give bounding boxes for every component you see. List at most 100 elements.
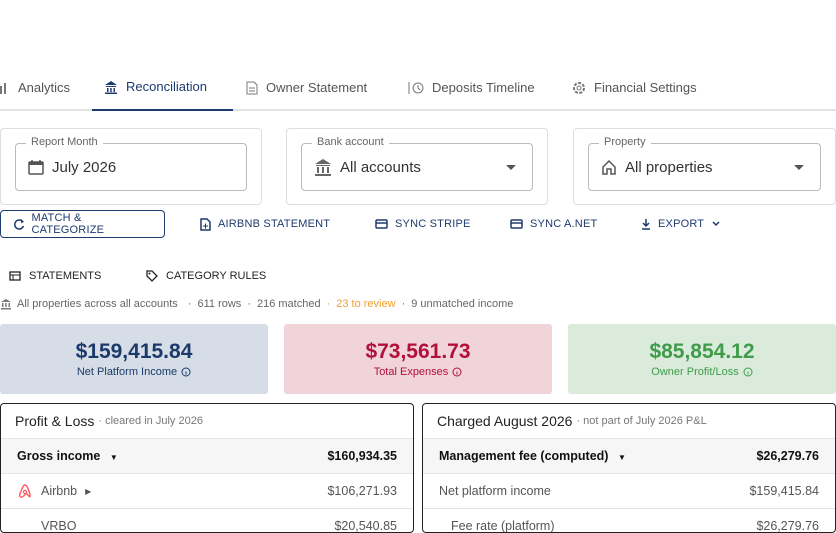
row[interactable]: Management fee (computed) ▼ $26,279.76 <box>423 438 835 473</box>
card-label: Total Expenses <box>373 366 449 378</box>
action-button[interactable]: AIRBNB STATEMENT <box>200 210 330 238</box>
row-value: $160,934.35 <box>327 449 397 463</box>
status-line: All properties across all accounts 611 r… <box>0 296 513 312</box>
panel: Profit & Loss · cleared in July 2026 Gros… <box>0 403 414 533</box>
summary-card: $85,854.12 Owner Profit/Loss <box>568 324 836 394</box>
row[interactable]: Gross income ▼ $160,934.35 <box>1 438 413 473</box>
button-label: MATCH & CATEGORIZE <box>31 212 105 236</box>
tab-label: Owner Statement <box>266 80 368 95</box>
panel-note: · cleared in July 2026 <box>98 415 203 427</box>
field-label: Bank account <box>312 136 389 148</box>
action-button[interactable]: EXPORT <box>641 210 721 238</box>
tab-label: Analytics <box>18 80 71 95</box>
action-button[interactable]: MATCH & CATEGORIZE <box>0 210 165 238</box>
button-label: SYNC STRIPE <box>395 218 471 230</box>
tab[interactable]: Financial Settings <box>572 64 697 111</box>
row: Net platform income $159,415.84 <box>423 473 835 508</box>
field-label: Property <box>599 136 651 148</box>
tab-bar: Analytics Reconciliation Owner Statement… <box>0 64 836 111</box>
info-icon <box>452 367 462 377</box>
status-item: 23 to review <box>321 298 395 310</box>
caret <box>506 165 516 170</box>
tab-label: Financial Settings <box>594 80 697 95</box>
caret <box>794 165 804 170</box>
status-item: 216 matched <box>241 298 321 310</box>
filter-card: Bank account All accounts <box>286 128 548 205</box>
icon <box>602 159 616 175</box>
icon <box>375 218 388 229</box>
row-label: Fee rate (platform) <box>451 519 555 533</box>
row-value: $26,279.76 <box>756 449 819 463</box>
icon <box>246 81 258 94</box>
card-value: $85,854.12 <box>649 340 755 363</box>
select-field[interactable]: Property All properties <box>588 136 821 191</box>
airbnb-icon <box>18 484 31 498</box>
status-item: 9 unmatched income <box>396 298 513 310</box>
field-value: July 2026 <box>52 158 117 176</box>
tab[interactable]: Deposits Timeline <box>408 64 535 111</box>
row-value: $20,540.85 <box>334 519 397 533</box>
icon <box>573 81 585 94</box>
icon <box>14 219 25 230</box>
button-label: AIRBNB STATEMENT <box>218 218 331 230</box>
row: Fee rate (platform) $26,279.76 <box>423 508 835 533</box>
date-field[interactable]: Report Month July 2026 <box>15 136 247 191</box>
tab[interactable]: Owner Statement <box>246 64 367 111</box>
icon <box>200 217 211 231</box>
field-value: All accounts <box>340 158 421 176</box>
summary-card: $159,415.84 Net Platform Income <box>0 324 268 394</box>
row[interactable]: VRBO $20,540.85 <box>1 508 413 533</box>
icon <box>28 160 44 175</box>
tab[interactable]: Analytics <box>0 64 70 111</box>
subtab[interactable]: STATEMENTS <box>9 266 101 286</box>
button-label: SYNC A.NET <box>530 218 598 230</box>
icon <box>9 271 21 281</box>
info-icon <box>181 367 191 377</box>
status-scope: All properties across all accounts <box>17 298 178 310</box>
card-value: $159,415.84 <box>75 340 193 363</box>
panel-title: Charged August 2026 <box>437 413 573 429</box>
subtab[interactable]: CATEGORY RULES <box>146 266 266 286</box>
icon <box>712 221 720 227</box>
subtab-label: CATEGORY RULES <box>166 270 267 282</box>
icon <box>1 299 11 310</box>
icon <box>408 81 424 94</box>
row-label: Net platform income <box>439 484 551 498</box>
summary-card: $73,561.73 Total Expenses <box>284 324 552 394</box>
filter-card: Property All properties <box>573 128 836 205</box>
row-label: Airbnb <box>41 484 78 498</box>
card-value: $73,561.73 <box>365 340 471 363</box>
icon <box>642 219 650 230</box>
panel-title: Profit & Loss <box>15 413 95 429</box>
row-value: $106,271.93 <box>327 484 397 498</box>
icon <box>105 80 117 94</box>
row-label: VRBO <box>41 519 77 533</box>
icon <box>146 270 158 282</box>
action-button[interactable]: SYNC STRIPE <box>375 210 471 238</box>
subtab-label: STATEMENTS <box>29 270 102 282</box>
field-value: All properties <box>625 158 713 176</box>
field-label: Report Month <box>26 136 103 148</box>
action-button[interactable]: SYNC A.NET <box>510 210 597 238</box>
filter-card: Report Month July 2026 <box>0 128 262 205</box>
row-value: $26,279.76 <box>756 519 819 533</box>
panel-note: · not part of July 2026 P&L <box>576 415 707 427</box>
row-label: Management fee (computed) <box>439 449 609 463</box>
select-field[interactable]: Bank account All accounts <box>301 136 533 191</box>
status-item: 611 rows <box>182 298 241 310</box>
panel: Charged August 2026 · not part of July 20… <box>422 403 836 533</box>
button-label: EXPORT <box>658 218 705 230</box>
tab-label: Reconciliation <box>126 79 207 94</box>
icon <box>315 159 331 176</box>
row[interactable]: Airbnb ▶ $106,271.93 <box>1 473 413 508</box>
icon <box>0 82 6 94</box>
card-label: Net Platform Income <box>76 366 178 378</box>
icon <box>510 218 523 229</box>
card-label: Owner Profit/Loss <box>651 366 739 378</box>
row-value: $159,415.84 <box>749 484 819 498</box>
info-icon <box>743 367 753 377</box>
tab[interactable]: Reconciliation <box>92 64 233 111</box>
row-label: Gross income <box>17 449 101 463</box>
tab-label: Deposits Timeline <box>432 80 535 95</box>
